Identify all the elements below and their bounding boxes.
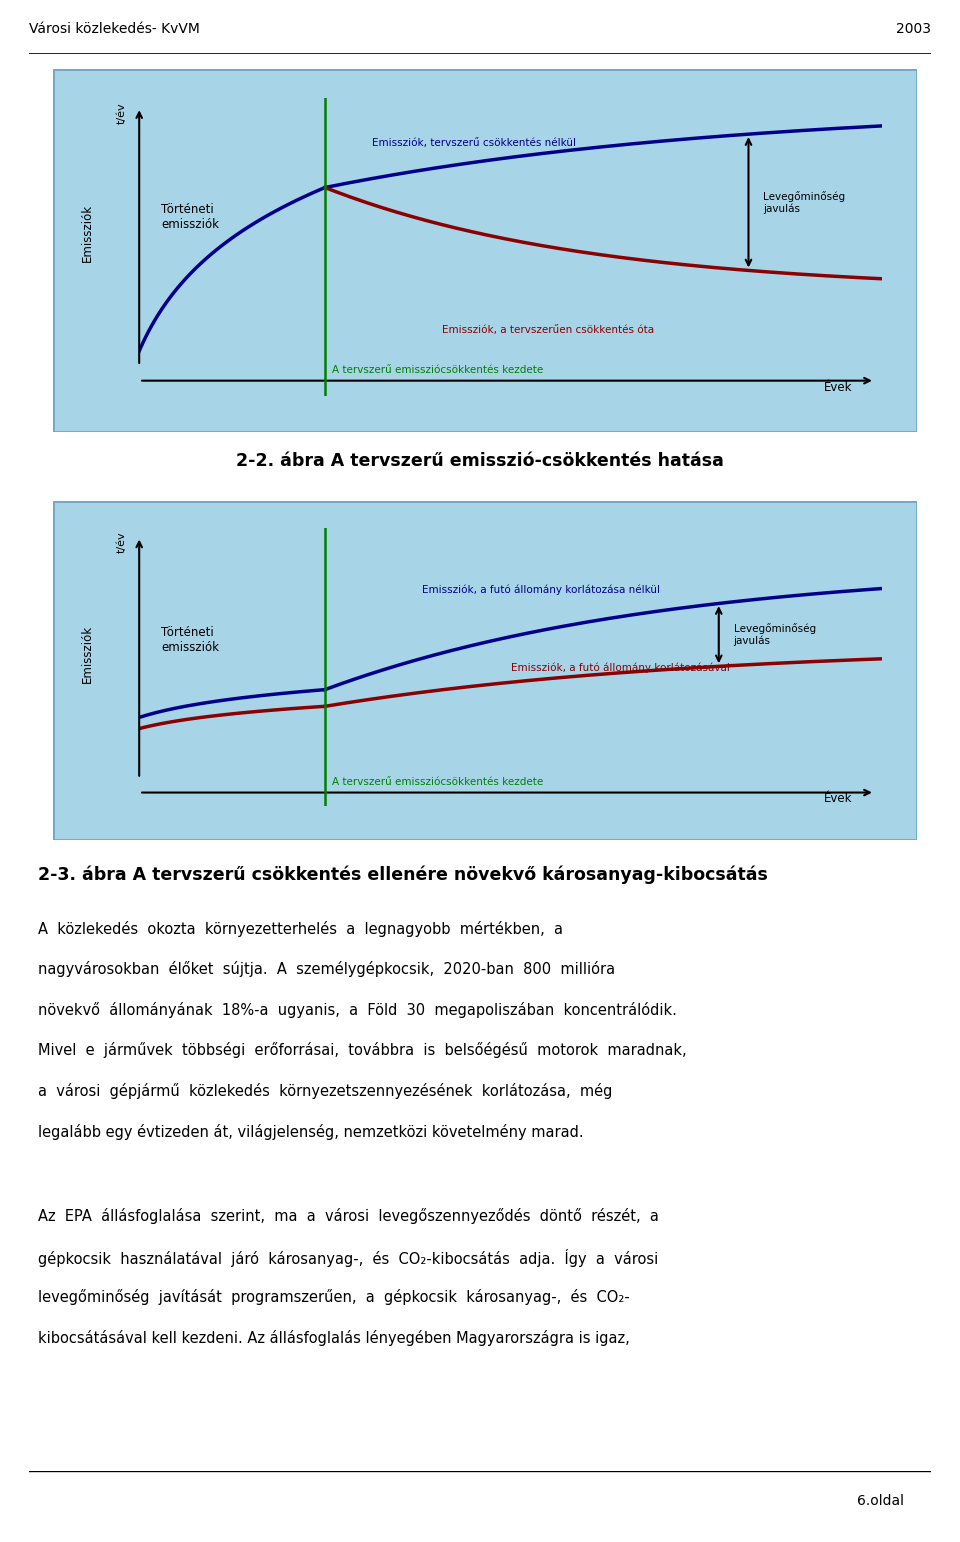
Text: növekvő  állományának  18%-a  ugyanis,  a  Föld  30  megapoliszában  koncentráló: növekvő állományának 18%-a ugyanis, a Fö… [38,1002,677,1018]
Text: A  közlekedés  okozta  környezetterhelés  a  legnagyobb  mértékben,  a: A közlekedés okozta környezetterhelés a … [38,921,564,938]
Text: kibocsátásával kell kezdeni. Az állásfoglalás lényegében Magyarországra is igaz,: kibocsátásával kell kezdeni. Az állásfog… [38,1331,630,1346]
Text: gépkocsik  használatával  járó  károsanyag-,  és  CO₂-kibocsátás  adja.  Így  a : gépkocsik használatával járó károsanyag-… [38,1249,659,1268]
Text: Az  EPA  állásfoglalása  szerint,  ma  a  városi  levegőszennyeződés  döntő  rés: Az EPA állásfoglalása szerint, ma a váro… [38,1209,660,1224]
Text: Emissziók: Emissziók [81,204,94,262]
Text: Évek: Évek [824,381,852,395]
Text: nagyvárosokban  élőket  sújtja.  A  személygépkocsik,  2020-ban  800  millióra: nagyvárosokban élőket sújtja. A személyg… [38,961,615,978]
Text: 6.oldal: 6.oldal [857,1494,904,1508]
Text: legalább egy évtizeden át, világjelenség, nemzetközi követelmény marad.: legalább egy évtizeden át, világjelenség… [38,1124,584,1140]
Text: A tervszerű emissziócsökkentés kezdete: A tervszerű emissziócsökkentés kezdete [332,777,543,786]
Text: Történeti
emissziók: Történeti emissziók [161,626,220,654]
Text: t/év: t/év [117,102,127,123]
FancyBboxPatch shape [53,69,917,432]
Text: Évek: Évek [824,793,852,805]
Text: 2-3. ábra A tervszerű csökkentés ellenére növekvő károsanyag-kibocsátás: 2-3. ábra A tervszerű csökkentés ellenér… [37,865,768,884]
Text: t/év: t/év [117,530,127,552]
Text: Városi közlekedés- KvVM: Városi közlekedés- KvVM [29,22,200,35]
FancyBboxPatch shape [53,501,917,840]
Text: Történeti
emissziók: Történeti emissziók [161,204,220,231]
Text: Emissziók, a tervszerűen csökkentés óta: Emissziók, a tervszerűen csökkentés óta [442,325,654,335]
Text: Levegőminőség
javulás: Levegőminőség javulás [733,623,816,646]
Text: Emissziók, tervszerű csökkentés nélkül: Emissziók, tervszerű csökkentés nélkül [372,137,576,148]
Text: Levegőminőség
javulás: Levegőminőség javulás [763,191,846,214]
Text: 2-2. ábra A tervszerű emisszió-csökkentés hatása: 2-2. ábra A tervszerű emisszió-csökkenté… [236,452,724,470]
Text: Emissziók: Emissziók [81,625,94,683]
Text: 2003: 2003 [897,22,931,35]
Text: A tervszerű emissziócsökkentés kezdete: A tervszerű emissziócsökkentés kezdete [332,365,543,375]
Text: a  városi  gépjármű  közlekedés  környezetszennyezésének  korlátozása,  még: a városi gépjármű közlekedés környezetsz… [38,1082,612,1099]
Text: Emissziók, a futó állomány korlátozása nélkül: Emissziók, a futó állomány korlátozása n… [421,584,660,595]
Text: Mivel  e  járművek  többségi  erőforrásai,  továbbra  is  belsőégésű  motorok  m: Mivel e járművek többségi erőforrásai, t… [38,1042,687,1058]
Text: Emissziók, a futó állomány korlátozásával: Emissziók, a futó állomány korlátozásáva… [511,662,730,672]
Text: levegőminőség  javítását  programszerűen,  a  gépkocsik  károsanyag-,  és  CO₂-: levegőminőség javítását programszerűen, … [38,1289,630,1306]
